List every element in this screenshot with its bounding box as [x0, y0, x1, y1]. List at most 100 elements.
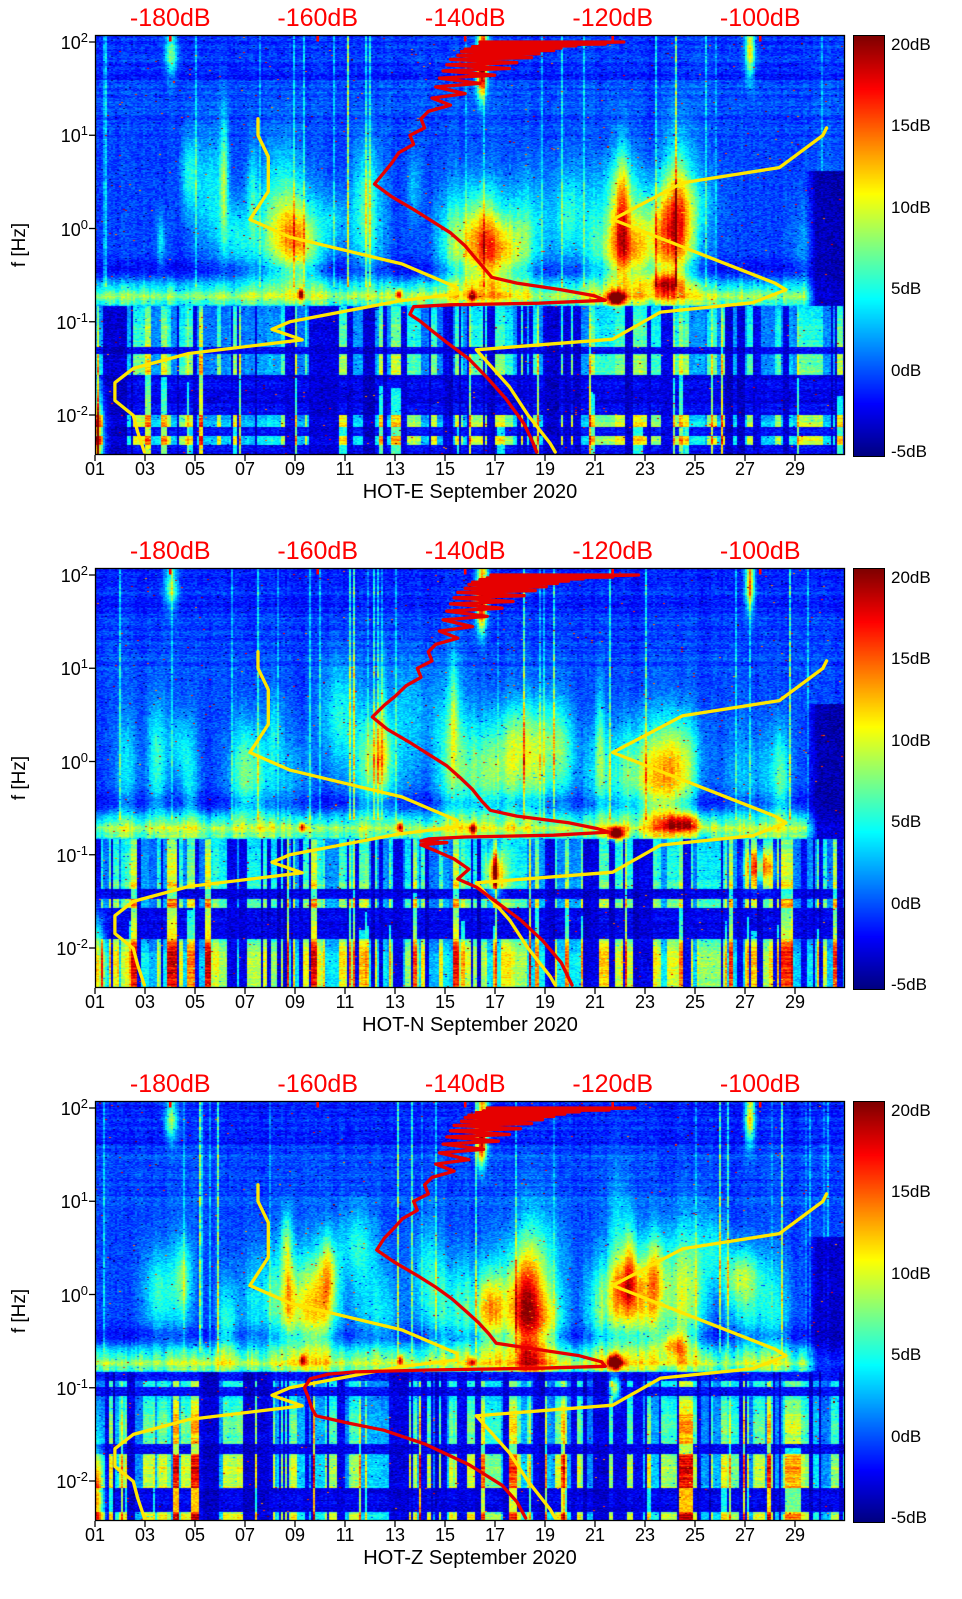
top-db-label: -120dB	[572, 4, 653, 32]
x-tick-label: 13	[384, 992, 406, 1012]
colorbar-tick-label: 5dB	[891, 812, 922, 832]
x-tick-label: 23	[634, 459, 656, 479]
y-tick-label: 10-1	[56, 309, 88, 333]
top-db-label: -100dB	[719, 4, 801, 32]
colorbar-tick-label: 5dB	[891, 279, 922, 299]
x-tick-label: 29	[784, 459, 806, 479]
top-db-label: -120dB	[572, 537, 653, 565]
colorbar-tick-label: 20dB	[891, 568, 931, 587]
x-tick-label: 01	[84, 459, 106, 479]
y-tick-label: 101	[60, 1189, 88, 1213]
median-psd-curve	[372, 40, 626, 454]
x-tick-label: 09	[284, 1525, 306, 1545]
x-tick-label: 03	[134, 1525, 156, 1545]
spectrogram-panel-hot-z: f [Hz] -180dB -160dB -140dB -120dB -100dB 10…	[0, 1066, 962, 1599]
top-db-label: -140dB	[424, 1070, 506, 1098]
x-tick-label: 23	[634, 992, 656, 1012]
x-tick-label: 11	[335, 1525, 355, 1545]
x-tick-label: 01	[84, 992, 106, 1012]
x-tick-label: 17	[484, 1525, 506, 1545]
x-tick-label: 05	[184, 1525, 206, 1545]
x-tick-label: 11	[335, 992, 355, 1012]
colorbar-tick-label: 10dB	[891, 197, 931, 217]
spectrogram-heatmap	[95, 35, 845, 455]
x-tick-label: 19	[534, 459, 556, 479]
colorbar-tick-label: 15dB	[891, 649, 931, 669]
x-tick-label: 07	[234, 992, 256, 1012]
top-db-label: -160dB	[277, 1070, 359, 1098]
y-tick-label: 10-2	[56, 1469, 88, 1492]
spectrogram-panel-hot-n: f [Hz] -180dB -160dB -140dB -120dB -100dB 10…	[0, 533, 962, 1066]
x-tick-label: 19	[534, 992, 556, 1012]
y-tick-label: 102	[60, 563, 88, 586]
colorbar-tick-label: 0dB	[891, 1426, 922, 1446]
x-tick-label: 17	[484, 459, 506, 479]
top-db-label: -140dB	[424, 4, 506, 32]
top-db-label: -180dB	[129, 537, 211, 565]
panel-title: HOT-N September 2020	[362, 1014, 578, 1036]
x-tick-label: 03	[134, 992, 156, 1012]
x-tick-label: 13	[384, 459, 406, 479]
colorbar-tick-label: 10dB	[891, 1263, 931, 1283]
x-tick-label: 05	[184, 459, 206, 479]
x-tick-label: 21	[584, 459, 606, 479]
colorbar-tick-label: 0dB	[891, 360, 922, 380]
x-tick-label: 25	[684, 1525, 706, 1545]
x-tick-label: 27	[734, 992, 756, 1012]
colorbar-tick-label: -5dB	[891, 975, 927, 994]
x-tick-label: 13	[384, 1525, 406, 1545]
x-tick-label: 05	[184, 992, 206, 1012]
colorbar-tick-label: 20dB	[891, 35, 931, 54]
top-db-label: -140dB	[424, 537, 506, 565]
x-tick-label: 07	[234, 459, 256, 479]
x-tick-label: 09	[284, 992, 306, 1012]
x-tick-label: 15	[434, 992, 456, 1012]
y-tick-label: 102	[60, 1096, 88, 1119]
x-tick-label: 21	[584, 1525, 606, 1545]
y-tick-label: 102	[60, 30, 88, 53]
high-noise-model-curve	[474, 659, 829, 987]
high-noise-model-curve	[474, 126, 829, 454]
x-tick-label: 23	[634, 1525, 656, 1545]
x-tick-label: 25	[684, 992, 706, 1012]
colorbar	[853, 35, 885, 457]
top-db-label: -100dB	[719, 537, 801, 565]
x-tick-label: 01	[84, 1525, 106, 1545]
spectrogram-panel-hot-e: f [Hz] -180dB -160dB -140dB -120dB -100dB 10…	[0, 0, 962, 533]
top-db-label: -160dB	[277, 537, 359, 565]
y-tick-label: 10-2	[56, 936, 88, 959]
median-psd-curve	[370, 573, 641, 987]
low-noise-model-curve	[113, 650, 459, 987]
y-tick-label: 10-2	[56, 403, 88, 426]
spectrogram-heatmap	[95, 568, 845, 988]
spectrogram-heatmap	[95, 1101, 845, 1521]
median-psd-curve	[302, 1106, 637, 1520]
high-noise-model-curve	[474, 1192, 829, 1520]
y-tick-label: 101	[60, 123, 88, 147]
colorbar-tick-label: 0dB	[891, 893, 922, 913]
colorbar-tick-label: 15dB	[891, 1182, 931, 1202]
x-tick-label: 27	[734, 1525, 756, 1545]
low-noise-model-curve	[113, 1183, 459, 1520]
y-tick-label: 100	[60, 749, 88, 773]
x-tick-label: 27	[734, 459, 756, 479]
axes-and-curves	[89, 34, 846, 461]
x-tick-label: 25	[684, 459, 706, 479]
y-tick-label: 101	[60, 656, 88, 680]
low-noise-model-curve	[113, 117, 459, 454]
y-tick-label: 100	[60, 1282, 88, 1306]
y-tick-label: 100	[60, 216, 88, 240]
colorbar-tick-label: 20dB	[891, 1101, 931, 1120]
x-tick-label: 03	[134, 459, 156, 479]
colorbar-tick-label: -5dB	[891, 1508, 927, 1527]
top-db-label: -100dB	[719, 1070, 801, 1098]
x-tick-label: 17	[484, 992, 506, 1012]
panel-title: HOT-E September 2020	[362, 481, 578, 503]
colorbar	[853, 1101, 885, 1523]
y-tick-label: 10-1	[56, 1375, 88, 1399]
y-tick-label: 10-1	[56, 842, 88, 866]
colorbar-tick-label: 15dB	[891, 116, 931, 136]
axes-and-curves	[89, 1100, 846, 1527]
x-tick-label: 21	[584, 992, 606, 1012]
x-tick-label: 29	[784, 992, 806, 1012]
